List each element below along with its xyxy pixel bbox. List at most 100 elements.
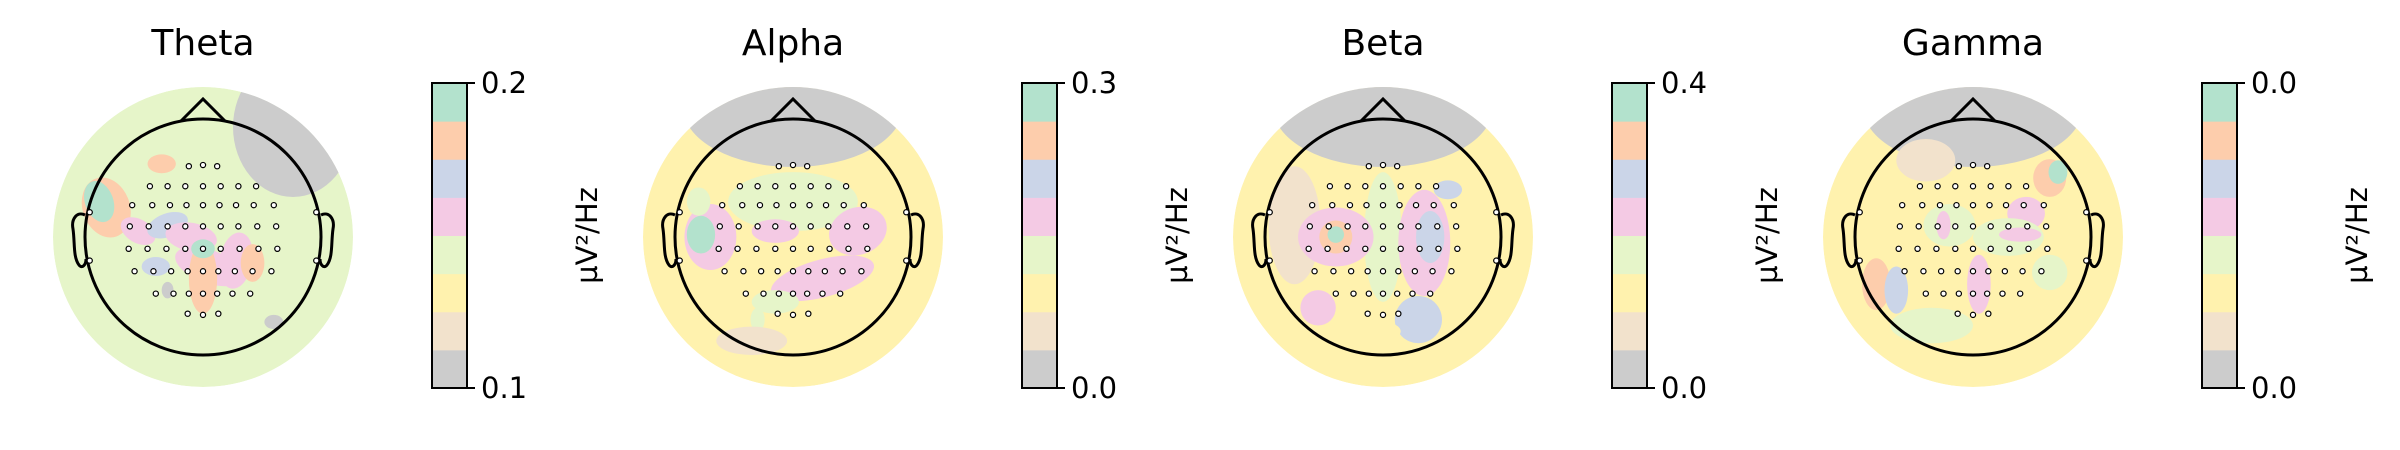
map-region [188, 242, 218, 314]
sensor-marker [1362, 223, 1369, 230]
sensor-marker [1326, 183, 1334, 190]
sensor-marker [1395, 268, 1402, 275]
sensor-markers [1266, 161, 1500, 319]
sensor-marker [1365, 290, 1373, 297]
map-region [264, 314, 284, 330]
sensor-marker [1954, 268, 1961, 275]
sensor-marker [1969, 245, 1977, 252]
sensor-marker [1393, 290, 1401, 297]
map-region [141, 257, 170, 276]
colorbar-label: µV²/Hz [1160, 187, 1194, 284]
sensor-marker [1266, 209, 1273, 216]
sensor-marker [250, 201, 257, 209]
colorbar-segment [2202, 273, 2237, 313]
colorbar-segment [432, 349, 467, 389]
map-region [1327, 226, 1345, 243]
sensor-marker [825, 183, 832, 190]
panel-title: Alpha [742, 23, 844, 64]
sensor-marker [721, 268, 728, 275]
sensor-marker [754, 183, 761, 190]
colorbar-frame [1021, 82, 1058, 389]
sensor-marker [773, 201, 780, 209]
colorbar-segment [1022, 235, 1057, 275]
sensor-marker [184, 310, 191, 317]
sensor-marker [1896, 223, 1904, 230]
sensor-marker [754, 223, 761, 230]
sensor-markers [86, 161, 320, 319]
map-region [686, 215, 716, 254]
sensor-marker [837, 290, 844, 297]
sensor-marker [1434, 223, 1441, 230]
sensor-marker [1379, 268, 1387, 275]
sensor-marker [1955, 162, 1963, 170]
sensor-marker [1969, 268, 1977, 275]
sensor-marker [772, 245, 779, 252]
sensor-marker [840, 201, 847, 209]
sensor-marker [213, 162, 221, 170]
sensor-marker [1454, 245, 1461, 252]
map-region [1862, 258, 1891, 311]
colorbar-tick-label: 0.0 [1661, 371, 1707, 405]
sensor-marker [826, 245, 833, 252]
sensor-marker [2016, 290, 2024, 297]
sensor-marker [246, 290, 254, 297]
sensor-marker [232, 201, 240, 209]
sensor-marker [822, 201, 830, 209]
sensor-marker [1452, 223, 1460, 230]
sensor-marker [1379, 161, 1387, 169]
left-ear [1841, 212, 1858, 269]
colorbar-segment [1022, 197, 1057, 236]
sensor-marker [860, 201, 868, 209]
sensor-marker [1350, 290, 1357, 297]
sensor-marker [1969, 201, 1977, 209]
sensor-marker [1364, 310, 1371, 317]
sensor-marker [1344, 183, 1351, 190]
map-region [1433, 180, 1463, 200]
sensor-marker [734, 245, 741, 252]
sensor-marker [789, 201, 797, 209]
sensor-marker [1999, 290, 2006, 297]
sensor-marker [1416, 245, 1423, 252]
sensor-marker [903, 257, 910, 264]
sensor-markers [676, 161, 910, 319]
sensor-marker [1430, 201, 1437, 209]
sensor-marker [1347, 268, 1355, 275]
sensor-marker [775, 162, 783, 170]
sensor-marker [183, 201, 190, 209]
map-region [1967, 254, 1991, 314]
sensor-marker [182, 223, 189, 230]
sensor-marker [789, 183, 797, 190]
sensor-marker [2006, 245, 2013, 252]
sensor-marker [146, 183, 154, 190]
sensor-marker [1393, 162, 1401, 170]
colorbar-tick-label: 0.0 [2251, 66, 2297, 100]
sensor-marker [1952, 245, 1959, 252]
sensor-marker [199, 161, 207, 169]
sensor-marker [839, 268, 846, 275]
left-ear [71, 212, 88, 269]
sensor-marker [789, 245, 797, 252]
sensor-marker [235, 183, 242, 190]
sensor-marker [215, 268, 222, 275]
sensor-marker [131, 268, 138, 275]
sensor-marker [821, 268, 829, 275]
sensor-marker [789, 290, 797, 297]
sensor-marker [128, 201, 136, 209]
sensor-marker [1432, 183, 1440, 190]
colorbar-segment [1612, 159, 1647, 198]
sensor-marker [1933, 245, 1940, 252]
colorbar-label: µV²/Hz [570, 187, 604, 284]
map-region [1300, 290, 1336, 326]
sensor-marker [807, 183, 814, 190]
sensor-marker [1954, 310, 1961, 317]
sensor-marker [774, 268, 781, 275]
sensor-marker [2038, 268, 2045, 275]
colorbar-segment [2202, 197, 2237, 236]
sensor-marker [2005, 183, 2012, 190]
colorbar-tick-label: 0.4 [1661, 66, 1707, 100]
panel-title: Beta [1341, 23, 1424, 64]
sensor-marker [2042, 223, 2050, 230]
colorbar: 0.3 0.0 µV²/Hz [1021, 66, 1194, 405]
sensor-marker [1379, 290, 1387, 297]
sensor-marker [715, 245, 722, 252]
